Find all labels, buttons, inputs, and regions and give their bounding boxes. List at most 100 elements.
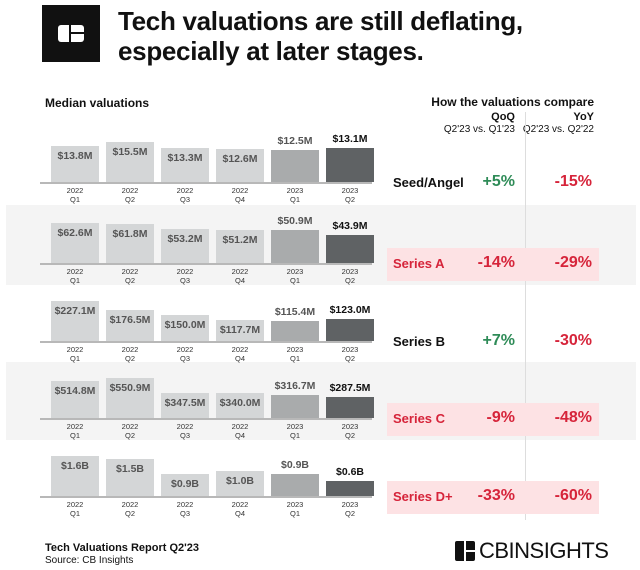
bar xyxy=(326,234,374,263)
x-tick-label: 2022 Q3 xyxy=(165,267,205,285)
x-tick-label: 2023 Q2 xyxy=(330,186,370,204)
bar xyxy=(51,301,99,341)
qoq-value: -14% xyxy=(477,254,515,271)
tick-quarter: Q2 xyxy=(124,431,135,440)
tick-year: 2022 xyxy=(121,422,139,431)
tick-year: 2022 xyxy=(231,345,249,354)
x-tick-label: 2022 Q2 xyxy=(110,345,150,363)
yoy-value: -60% xyxy=(554,487,592,504)
x-tick-label: 2022 Q2 xyxy=(110,422,150,440)
tick-year: 2022 xyxy=(121,500,139,509)
yoy-value: -15% xyxy=(554,173,592,190)
stage-label: Series D+ xyxy=(393,489,453,504)
x-tick-label: 2022 Q4 xyxy=(220,186,260,204)
x-tick-label: 2022 Q2 xyxy=(110,267,150,285)
tick-quarter: Q1 xyxy=(69,431,80,440)
bar-value-label: $347.5M xyxy=(164,396,206,409)
tick-year: 2022 xyxy=(121,267,139,276)
bar-value-label: $514.8M xyxy=(54,384,96,397)
highlight-band xyxy=(387,403,599,436)
bar xyxy=(326,319,374,341)
bar-value-label: $61.8M xyxy=(112,227,148,240)
yoy-value: -29% xyxy=(554,254,592,271)
bar-value-label: $13.3M xyxy=(167,151,203,164)
tick-quarter: Q3 xyxy=(179,276,190,285)
brand-name: CBINSIGHTS xyxy=(479,538,609,563)
bar-value-label: $51.2M xyxy=(222,234,258,247)
yoy-label: YoY xyxy=(573,111,594,123)
tick-quarter: Q1 xyxy=(69,354,80,363)
tick-year: 2023 xyxy=(341,422,359,431)
yoy-column-header: YoY Q2'23 vs. Q2'22 xyxy=(523,111,594,136)
tick-quarter: Q4 xyxy=(234,354,245,363)
bar xyxy=(326,148,374,182)
x-tick-label: 2022 Q3 xyxy=(165,500,205,518)
x-tick-label: 2022 Q2 xyxy=(110,500,150,518)
baseline-axis xyxy=(40,418,372,420)
x-tick-label: 2022 Q4 xyxy=(220,267,260,285)
source-note: Source: CB Insights xyxy=(45,555,134,566)
tick-quarter: Q2 xyxy=(124,276,135,285)
x-tick-label: 2023 Q2 xyxy=(330,500,370,518)
tick-year: 2023 xyxy=(286,186,304,195)
tick-year: 2022 xyxy=(231,422,249,431)
title-line-1: Tech valuations are still deflating, xyxy=(118,6,523,36)
tick-year: 2022 xyxy=(231,186,249,195)
yoy-value: -30% xyxy=(554,332,592,349)
qoq-value: -9% xyxy=(486,409,515,426)
x-tick-label: 2022 Q1 xyxy=(55,422,95,440)
bar-value-label: $62.6M xyxy=(57,227,93,239)
bar-value-label: $150.0M xyxy=(164,318,206,331)
tick-year: 2023 xyxy=(341,186,359,195)
baseline-axis xyxy=(40,341,372,343)
column-divider xyxy=(525,112,526,520)
bar-value-label: $50.9M xyxy=(277,215,313,228)
tick-year: 2022 xyxy=(231,500,249,509)
bar xyxy=(51,223,99,263)
tick-year: 2022 xyxy=(176,422,194,431)
tick-year: 2022 xyxy=(66,267,84,276)
bar xyxy=(326,397,374,418)
bar-value-label: $43.9M xyxy=(332,219,368,232)
bar xyxy=(216,230,264,263)
tick-year: 2023 xyxy=(341,267,359,276)
tick-year: 2022 xyxy=(66,422,84,431)
baseline-axis xyxy=(40,263,372,265)
x-tick-label: 2022 Q4 xyxy=(220,500,260,518)
tick-quarter: Q2 xyxy=(344,195,355,204)
bar xyxy=(271,320,319,341)
tick-year: 2022 xyxy=(176,345,194,354)
tick-quarter: Q1 xyxy=(289,509,300,518)
bar xyxy=(51,380,99,418)
tick-quarter: Q4 xyxy=(234,276,245,285)
x-tick-label: 2022 Q1 xyxy=(55,500,95,518)
x-tick-label: 2022 Q1 xyxy=(55,345,95,363)
bar-value-label: $117.7M xyxy=(219,324,261,337)
x-tick-label: 2022 Q1 xyxy=(55,186,95,204)
bar xyxy=(271,473,319,496)
stage-label: Seed/Angel xyxy=(393,175,464,190)
tick-quarter: Q2 xyxy=(344,509,355,518)
qoq-value: -33% xyxy=(477,487,515,504)
stage-label: Series C xyxy=(393,411,446,426)
tick-year: 2023 xyxy=(341,345,359,354)
bar xyxy=(326,481,374,496)
baseline-axis xyxy=(40,182,372,184)
bar xyxy=(106,458,154,496)
report-title: Tech Valuations Report Q2'23 xyxy=(45,542,200,554)
bar xyxy=(51,146,99,182)
qoq-value: +5% xyxy=(482,173,515,190)
tick-year: 2022 xyxy=(176,186,194,195)
bar xyxy=(216,320,264,341)
cb-insights-logo: CBINSIGHTS xyxy=(455,538,609,564)
tick-year: 2022 xyxy=(231,267,249,276)
tick-year: 2022 xyxy=(176,267,194,276)
cb-insights-logo-mark xyxy=(42,5,100,62)
highlight-band xyxy=(387,248,599,281)
tick-quarter: Q1 xyxy=(69,195,80,204)
tick-quarter: Q1 xyxy=(69,276,80,285)
tick-quarter: Q1 xyxy=(289,276,300,285)
x-tick-label: 2022 Q4 xyxy=(220,345,260,363)
title-line-2: especially at later stages. xyxy=(118,36,424,66)
bar xyxy=(161,229,209,263)
